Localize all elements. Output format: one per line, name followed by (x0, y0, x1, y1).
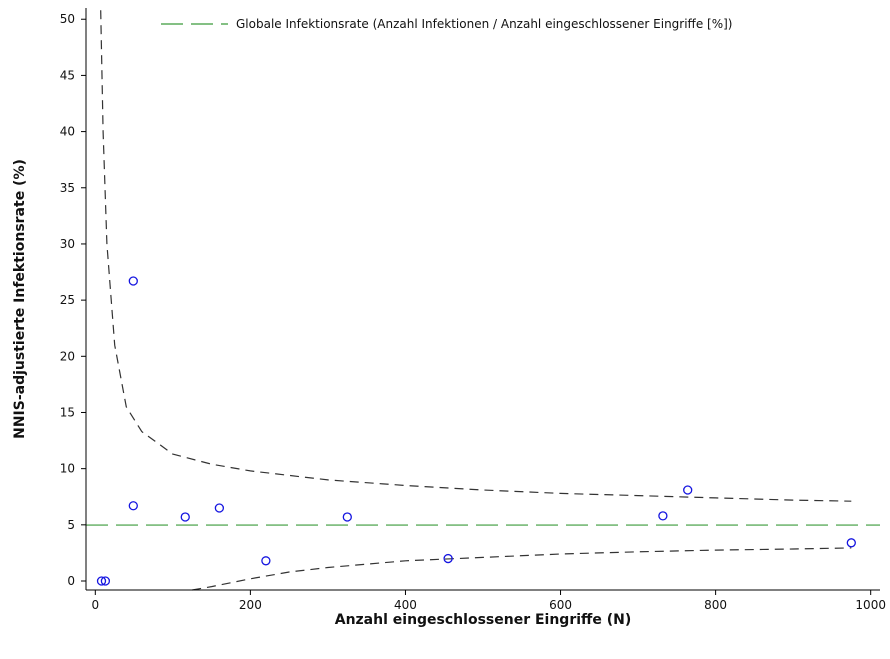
data-point (214, 503, 225, 513)
y-tick-label: 30 (60, 237, 75, 251)
data-point (683, 485, 693, 495)
y-tick-label: 15 (60, 405, 75, 419)
data-point (180, 512, 190, 522)
y-tick-label: 45 (60, 68, 75, 82)
control-limits-group (100, 10, 852, 591)
data-point (100, 576, 111, 586)
y-tick-label: 0 (67, 574, 75, 588)
y-tick-label: 35 (60, 181, 75, 195)
data-point (846, 538, 856, 548)
x-tick-label: 600 (549, 598, 572, 612)
x-tick-label: 400 (394, 598, 417, 612)
y-ticks-group: 0 5 10 15 20 25 30 35 40 45 50 (60, 12, 86, 588)
x-tick-label: 800 (704, 598, 727, 612)
data-points-group (96, 276, 856, 586)
x-tick-label: 200 (239, 598, 262, 612)
data-point (128, 276, 138, 286)
data-point (96, 576, 107, 586)
data-point (658, 511, 668, 521)
y-tick-label: 10 (60, 462, 75, 476)
y-tick-label: 25 (60, 293, 75, 307)
y-axis-title: NNIS-adjustierte Infektionsrate (%) (12, 159, 28, 439)
data-point (128, 501, 138, 511)
y-tick-label: 20 (60, 349, 75, 363)
data-point (443, 553, 453, 564)
x-axis-title: Anzahl eingeschlossener Eingriffe (N) (335, 612, 632, 628)
x-tick-label: 1000 (855, 598, 886, 612)
data-point (261, 556, 271, 566)
legend-label-reference-line: Globale Infektionsrate (Anzahl Infektion… (236, 17, 732, 31)
data-point (342, 512, 352, 522)
y-tick-label: 50 (60, 12, 75, 26)
upper-control-limit (100, 10, 852, 502)
x-tick-label: 0 (91, 598, 99, 612)
legend: Globale Infektionsrate (Anzahl Infektion… (161, 17, 732, 31)
y-tick-label: 5 (67, 518, 75, 532)
y-tick-label: 40 (60, 125, 75, 139)
x-ticks-group: 0 200 400 600 800 1000 (91, 590, 886, 612)
lower-control-limit (192, 547, 852, 591)
axes-group (85, 8, 880, 591)
